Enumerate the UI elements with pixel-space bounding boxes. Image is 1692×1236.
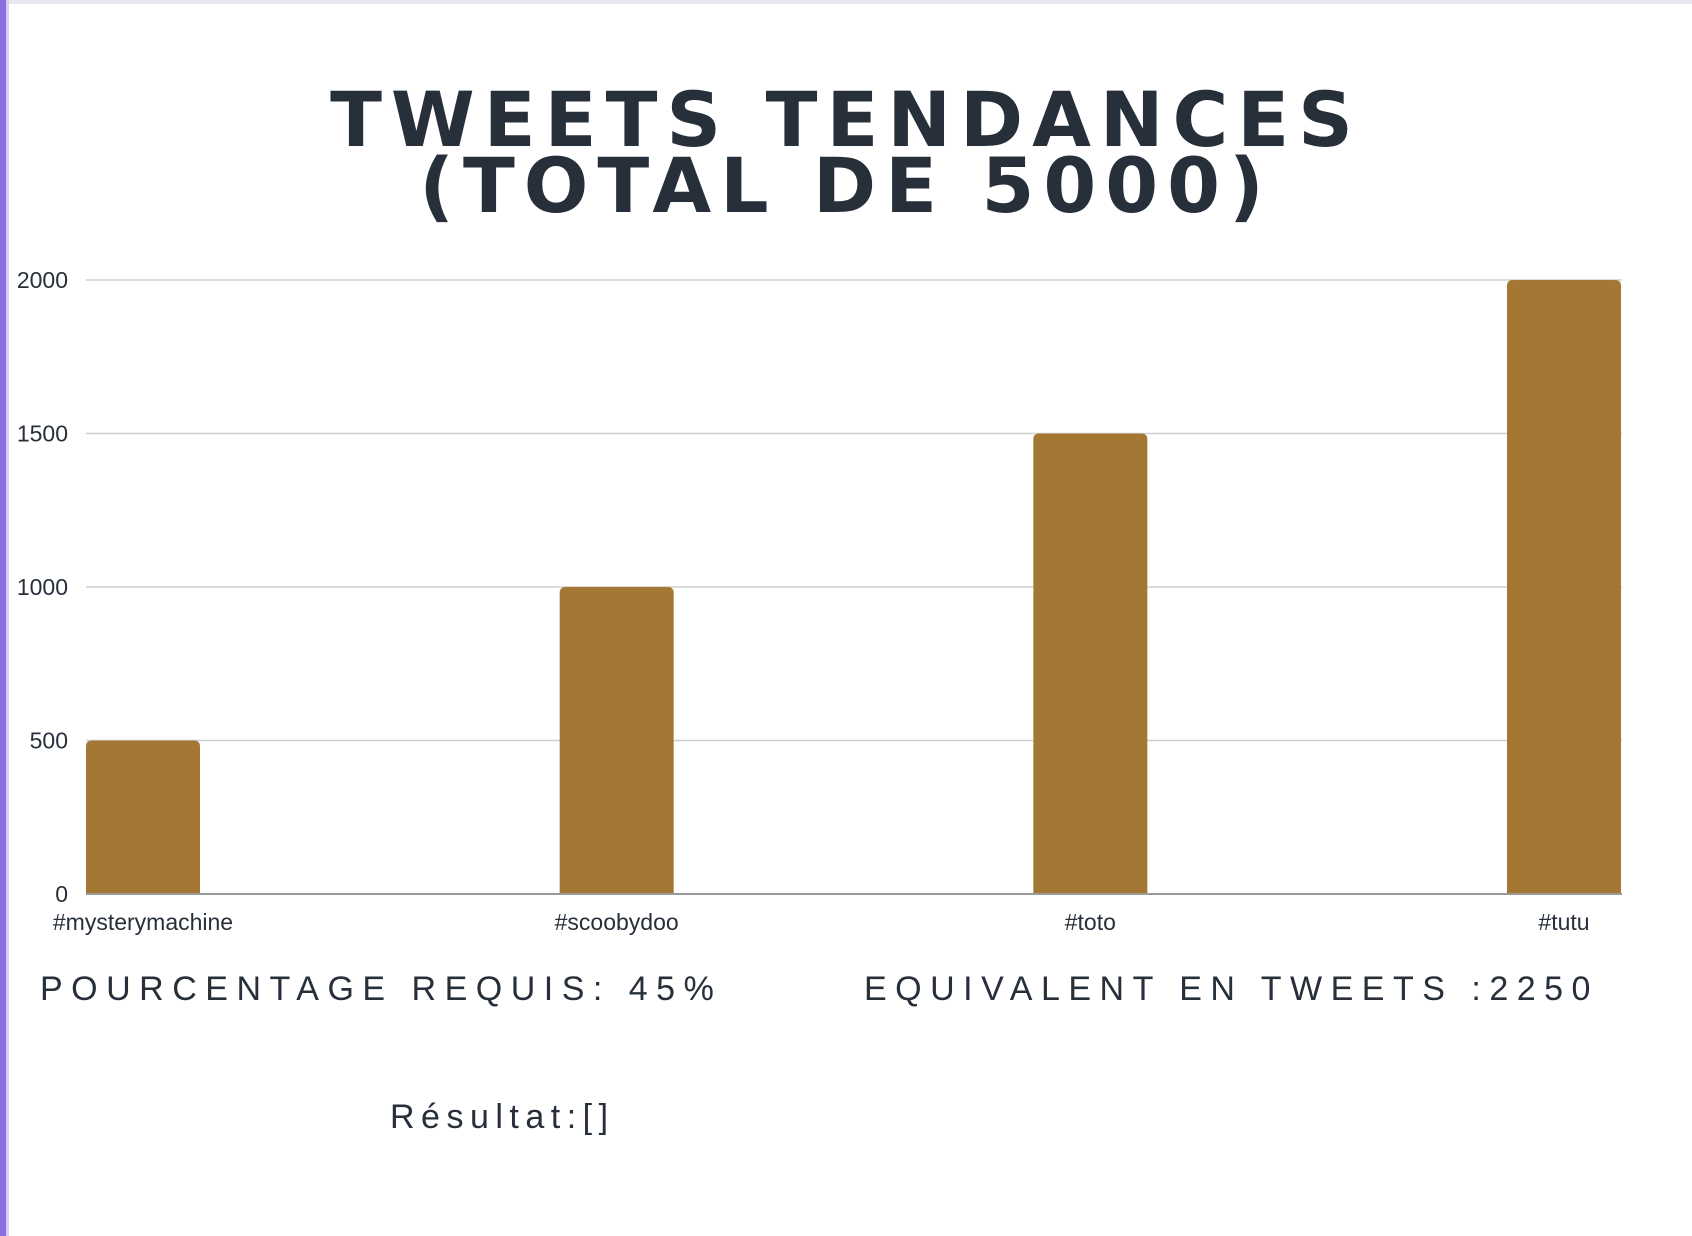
x-tick-label: #tutu <box>1538 909 1589 935</box>
bars <box>86 280 1621 894</box>
x-axis-tick-labels: #mysterymachine #scoobydoo #toto #tutu <box>53 909 1590 935</box>
bar-mysterymachine <box>86 740 200 894</box>
y-tick-label: 0 <box>55 881 68 907</box>
bar-toto <box>1033 433 1148 894</box>
grid-lines <box>86 279 1622 742</box>
bar-scoobydoo <box>559 587 674 894</box>
bar-chart: 0 500 1000 1500 2000 #mysterymachine #scoobyd… <box>17 267 1622 935</box>
x-tick-label: #toto <box>1065 909 1116 935</box>
y-tick-label: 1000 <box>17 574 68 600</box>
y-tick-label: 2000 <box>17 267 68 293</box>
required-percentage-text: POURCENTAGE REQUIS: 45% <box>40 970 723 1008</box>
result-text: Résultat:[] <box>390 1098 615 1136</box>
equivalent-tweets-text: EQUIVALENT EN TWEETS :2250 <box>864 970 1599 1008</box>
chart-title-line-1: TWEETS TENDANCES <box>330 75 1362 164</box>
y-tick-label: 500 <box>30 728 68 754</box>
bar-tutu <box>1507 280 1621 894</box>
chart-title-line-2: (TOTAL DE 5000) <box>419 141 1273 230</box>
left-border <box>0 0 9 1236</box>
x-tick-label: #mysterymachine <box>53 909 233 935</box>
y-tick-label: 1500 <box>17 421 68 447</box>
x-tick-label: #scoobydoo <box>555 909 679 935</box>
y-axis-tick-labels: 0 500 1000 1500 2000 <box>17 267 68 907</box>
top-border <box>0 0 1692 4</box>
